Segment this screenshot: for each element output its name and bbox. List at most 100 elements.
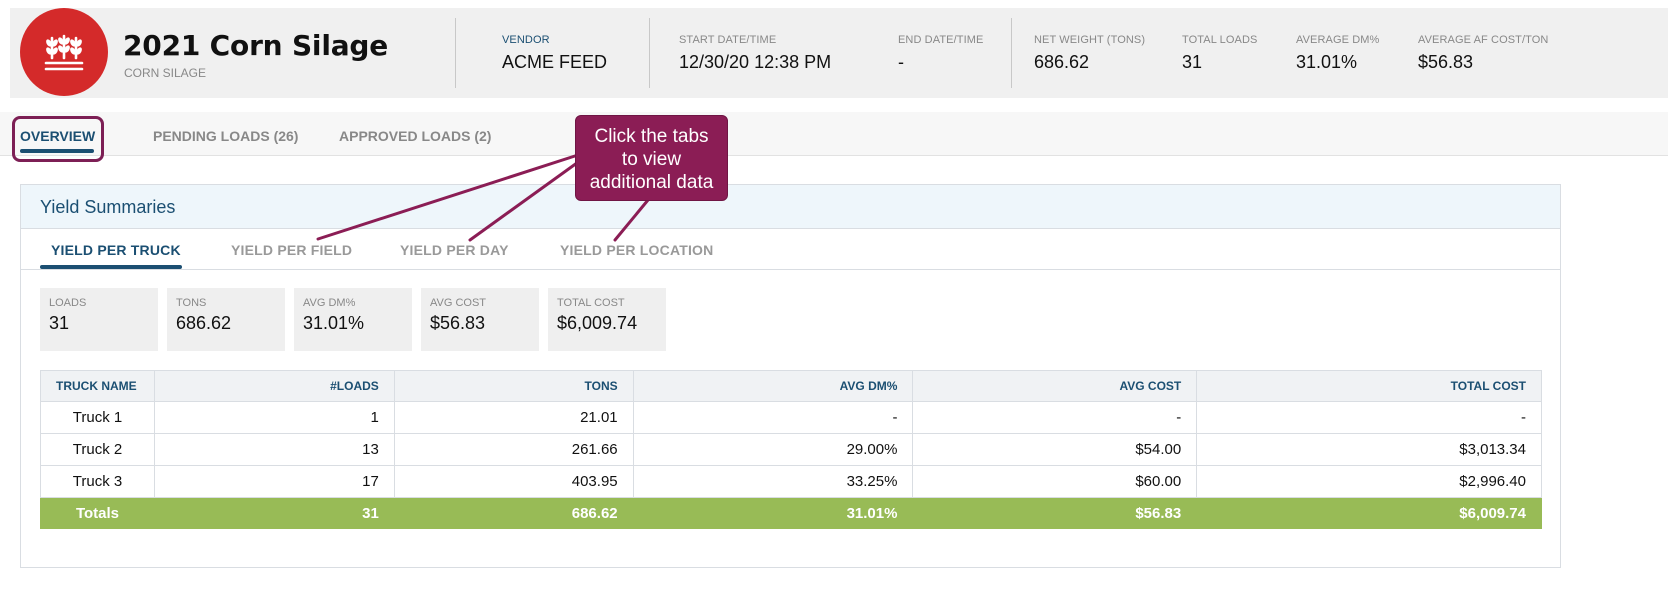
tab-highlight-box <box>12 116 104 162</box>
start-datetime-stat: START DATE/TIME 12/30/20 12:38 PM <box>679 34 831 73</box>
subtab-yield-per-truck[interactable]: YIELD PER TRUCK <box>51 242 181 258</box>
yield-table: TRUCK NAME #LOADS TONS AVG DM% AVG COST … <box>40 370 1542 529</box>
end-datetime-value: - <box>898 52 904 72</box>
tab-overview[interactable]: OVERVIEW <box>20 128 96 144</box>
column-header-avg-cost[interactable]: AVG COST <box>912 370 1198 402</box>
table-row: Truck 1 1 21.01 - - - <box>40 401 1542 434</box>
divider <box>649 18 650 88</box>
total-loads-stat: TOTAL LOADS 31 <box>1182 34 1257 73</box>
active-tab-indicator <box>20 149 94 153</box>
summary-value: $6,009.74 <box>557 313 638 333</box>
callout-line: to view <box>621 149 682 170</box>
page-subtitle: CORN SILAGE <box>124 66 207 80</box>
cell-total-cost: - <box>1196 401 1542 434</box>
summary-label: TOTAL COST <box>557 297 625 309</box>
card-title: Yield Summaries <box>40 197 176 217</box>
summary-label: TONS <box>176 297 207 309</box>
column-header-total-cost[interactable]: TOTAL COST <box>1196 370 1542 402</box>
summary-value: 31 <box>49 313 70 333</box>
summary-avg-cost: AVG COST $56.83 <box>421 288 539 351</box>
table-row: Truck 3 17 403.95 33.25% $60.00 $2,996.4… <box>40 465 1542 498</box>
cell-loads: 17 <box>153 465 395 498</box>
end-datetime-label: END DATE/TIME <box>898 34 984 46</box>
summary-label: LOADS <box>49 297 87 309</box>
subtab-yield-per-day[interactable]: YIELD PER DAY <box>400 242 509 258</box>
start-datetime-value: 12/30/20 12:38 PM <box>679 52 832 72</box>
total-loads-label: TOTAL LOADS <box>1182 34 1258 46</box>
cell-tons: 21.01 <box>393 401 634 434</box>
callout-line: additional data <box>589 172 714 193</box>
yield-summaries-card: Yield Summaries YIELD PER TRUCK YIELD PE… <box>20 184 1561 568</box>
cell-total-cost: $2,996.40 <box>1196 465 1542 498</box>
avg-dm-label: AVERAGE DM% <box>1296 34 1380 46</box>
cell-avg-dm: - <box>632 401 914 434</box>
cell-grand-total-cost: $6,009.74 <box>1196 497 1542 529</box>
avg-dm-stat: AVERAGE DM% 31.01% <box>1296 34 1379 73</box>
cell-avg-cost: - <box>912 401 1198 434</box>
column-header-loads[interactable]: #LOADS <box>153 370 395 402</box>
summary-avg-dm: AVG DM% 31.01% <box>294 288 412 351</box>
cell-tons: 261.66 <box>393 433 634 466</box>
card-header: Yield Summaries <box>21 185 1560 229</box>
cell-avg-cost: $54.00 <box>912 433 1198 466</box>
cell-avg-dm: 29.00% <box>632 433 914 466</box>
summary-label: AVG COST <box>430 297 487 309</box>
column-header-truck-name[interactable]: TRUCK NAME <box>40 370 155 402</box>
logo <box>20 8 108 96</box>
cell-loads: 1 <box>153 401 395 434</box>
callout-line: Click the tabs <box>594 126 709 147</box>
cell-avg-cost: $60.00 <box>912 465 1198 498</box>
page-title: 2021 Corn Silage <box>123 29 389 62</box>
vendor-label: VENDOR <box>502 34 550 46</box>
wheat-icon <box>44 34 84 71</box>
avg-cost-stat: AVERAGE AF COST/TON $56.83 <box>1418 34 1548 73</box>
cell-totals-label: Totals <box>40 497 155 529</box>
cell-total-loads: 31 <box>153 497 395 529</box>
net-weight-stat: NET WEIGHT (TONS) 686.62 <box>1034 34 1145 73</box>
cell-loads: 13 <box>153 433 395 466</box>
tab-approved-loads[interactable]: APPROVED LOADS (2) <box>339 128 492 144</box>
cell-total-avg-cost: $56.83 <box>912 497 1198 529</box>
divider <box>1011 18 1012 88</box>
vendor-stat: VENDOR ACME FEED <box>502 34 607 73</box>
cell-truck-name: Truck 2 <box>40 433 155 466</box>
table-header-row: TRUCK NAME #LOADS TONS AVG DM% AVG COST … <box>40 370 1542 402</box>
start-datetime-label: START DATE/TIME <box>679 34 777 46</box>
divider <box>455 18 456 88</box>
cell-truck-name: Truck 1 <box>40 401 155 434</box>
cell-total-tons: 686.62 <box>393 497 634 529</box>
avg-cost-value: $56.83 <box>1418 52 1474 72</box>
summary-value: $56.83 <box>430 313 486 333</box>
cell-tons: 403.95 <box>393 465 634 498</box>
cell-total-avg-dm: 31.01% <box>632 497 914 529</box>
avg-cost-label: AVERAGE AF COST/TON <box>1418 34 1549 46</box>
active-subtab-indicator <box>40 265 182 269</box>
end-datetime-stat: END DATE/TIME - <box>898 34 983 73</box>
tooltip-callout: Click the tabs to view additional data <box>575 115 728 201</box>
summary-total-cost: TOTAL COST $6,009.74 <box>548 288 666 351</box>
net-weight-label: NET WEIGHT (TONS) <box>1034 34 1146 46</box>
column-header-avg-dm[interactable]: AVG DM% <box>632 370 914 402</box>
avg-dm-value: 31.01% <box>1296 52 1358 72</box>
summary-value: 31.01% <box>303 313 365 333</box>
summary-tons: TONS 686.62 <box>167 288 285 351</box>
summary-loads: LOADS 31 <box>40 288 158 351</box>
summary-label: AVG DM% <box>303 297 356 309</box>
column-header-tons[interactable]: TONS <box>393 370 634 402</box>
cell-total-cost: $3,013.34 <box>1196 433 1542 466</box>
cell-avg-dm: 33.25% <box>632 465 914 498</box>
total-loads-value: 31 <box>1182 52 1203 72</box>
totals-row: Totals 31 686.62 31.01% $56.83 $6,009.74 <box>40 497 1542 529</box>
net-weight-value: 686.62 <box>1034 52 1090 72</box>
subtab-yield-per-location[interactable]: YIELD PER LOCATION <box>560 242 714 258</box>
vendor-value: ACME FEED <box>502 52 608 72</box>
subtab-divider <box>21 269 1560 270</box>
tab-bar <box>0 112 1668 156</box>
summary-value: 686.62 <box>176 313 232 333</box>
subtab-yield-per-field[interactable]: YIELD PER FIELD <box>231 242 353 258</box>
tab-pending-loads[interactable]: PENDING LOADS (26) <box>153 128 299 144</box>
header-bar <box>10 8 1668 98</box>
cell-truck-name: Truck 3 <box>40 465 155 498</box>
table-row: Truck 2 13 261.66 29.00% $54.00 $3,013.3… <box>40 433 1542 466</box>
